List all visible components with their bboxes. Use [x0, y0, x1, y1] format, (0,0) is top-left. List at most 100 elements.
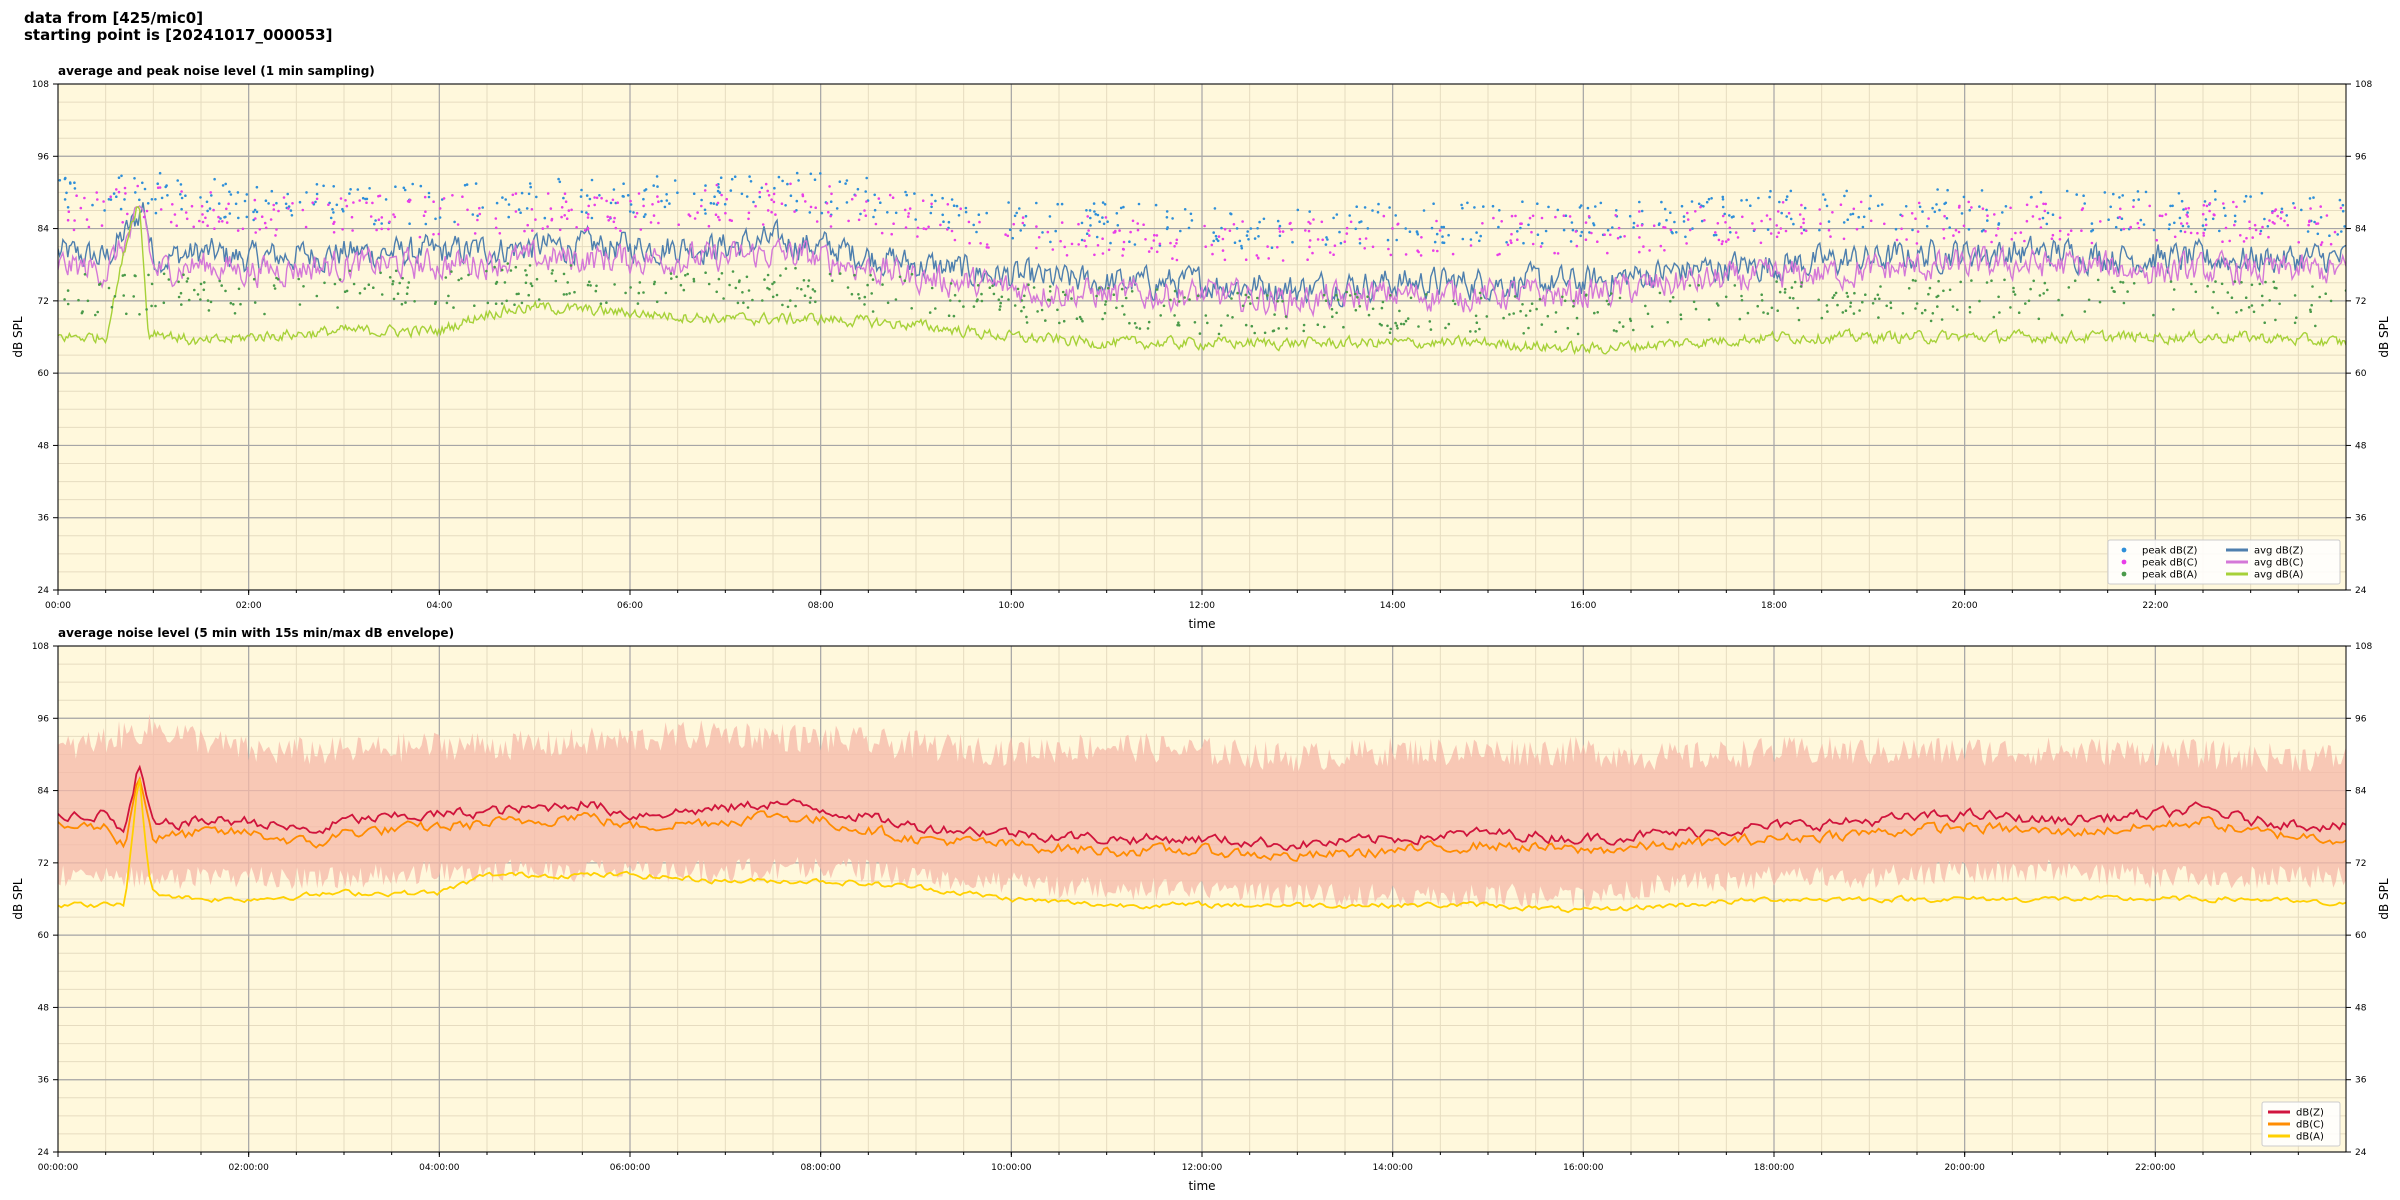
data-point	[1343, 240, 1347, 243]
data-point	[1335, 213, 1339, 216]
data-point	[120, 174, 123, 178]
y-tick-label-right: 96	[2355, 714, 2367, 724]
data-point	[703, 208, 707, 212]
data-point	[1453, 302, 1457, 306]
data-point	[665, 199, 669, 202]
data-point	[1606, 228, 1610, 232]
data-point	[952, 314, 956, 318]
data-point	[264, 226, 268, 230]
data-point	[396, 292, 400, 296]
data-point	[338, 278, 342, 281]
data-point	[150, 304, 153, 308]
data-point	[1133, 243, 1137, 246]
data-point	[977, 213, 981, 216]
data-point	[1702, 205, 1705, 208]
data-point	[2058, 229, 2062, 233]
data-point	[167, 278, 171, 281]
data-point	[1935, 203, 1938, 206]
data-point	[1388, 331, 1392, 335]
data-point	[225, 221, 229, 224]
data-point	[636, 302, 640, 305]
data-point	[1223, 227, 1227, 231]
y-tick-label: 24	[38, 586, 50, 596]
data-point	[427, 195, 431, 199]
series-db-a	[58, 778, 2346, 914]
data-point	[2274, 208, 2278, 211]
data-point	[692, 279, 696, 283]
legend-label: dB(A)	[2296, 1132, 2324, 1143]
data-point	[1530, 302, 1534, 306]
data-point	[1206, 321, 1209, 325]
data-point	[2206, 284, 2209, 288]
data-point	[1121, 254, 1124, 257]
data-point	[1308, 239, 1312, 242]
data-point	[2224, 214, 2227, 217]
data-point	[440, 198, 444, 201]
data-point	[2142, 223, 2146, 226]
data-point	[760, 186, 764, 190]
data-point	[1094, 212, 1097, 216]
data-point	[1244, 293, 1248, 297]
data-point	[2212, 213, 2216, 216]
data-point	[2260, 294, 2264, 298]
series-avg-db-a	[58, 205, 2346, 356]
data-point	[677, 223, 680, 226]
legend: dB(Z)dB(C)dB(A)	[2261, 1101, 2341, 1147]
data-point	[731, 270, 735, 273]
data-point	[1779, 227, 1783, 230]
data-point	[2172, 308, 2175, 311]
data-point	[411, 182, 415, 186]
data-point	[461, 195, 464, 198]
data-point	[975, 230, 978, 234]
data-point	[253, 198, 257, 202]
data-point	[546, 192, 550, 195]
data-point	[2232, 200, 2235, 204]
data-point	[2260, 191, 2264, 195]
data-point	[1424, 293, 1428, 296]
data-point	[1387, 247, 1390, 251]
data-point	[1842, 237, 1846, 241]
data-point	[134, 274, 137, 278]
data-point	[1819, 222, 1822, 225]
data-point	[1428, 320, 1432, 323]
legend-label: avg dB(C)	[2254, 558, 2304, 569]
data-point	[1211, 252, 1214, 256]
data-point	[1320, 220, 1324, 224]
data-point	[1675, 231, 1678, 234]
data-point	[1356, 296, 1359, 299]
data-point	[1233, 241, 1237, 244]
data-point	[85, 218, 89, 221]
data-point	[418, 235, 422, 239]
data-point	[1746, 311, 1750, 315]
data-point	[1986, 219, 1989, 222]
data-point	[1498, 209, 1501, 212]
data-point	[1716, 222, 1720, 225]
data-point	[914, 218, 917, 221]
data-point	[1686, 211, 1689, 215]
data-point	[550, 218, 553, 222]
data-point	[777, 175, 781, 179]
data-point	[2009, 306, 2012, 309]
data-point	[1544, 229, 1548, 233]
data-point	[2003, 278, 2006, 282]
data-point	[1048, 290, 1052, 293]
data-point	[1062, 319, 1066, 323]
data-point	[881, 283, 884, 286]
data-point	[1215, 237, 1218, 241]
data-point	[474, 182, 478, 185]
data-point	[2029, 287, 2032, 291]
data-point	[2132, 199, 2135, 202]
data-point	[1768, 217, 1772, 221]
data-point	[1942, 228, 1945, 231]
data-point	[1382, 214, 1386, 218]
data-point	[1873, 297, 1877, 301]
data-point	[301, 208, 305, 212]
data-point	[1986, 214, 1989, 217]
data-point	[1491, 204, 1495, 208]
data-point	[2169, 280, 2173, 283]
data-point	[239, 302, 242, 306]
data-point	[1025, 315, 1028, 319]
data-point	[457, 278, 461, 282]
data-point	[1776, 210, 1780, 213]
data-point	[1516, 230, 1519, 233]
